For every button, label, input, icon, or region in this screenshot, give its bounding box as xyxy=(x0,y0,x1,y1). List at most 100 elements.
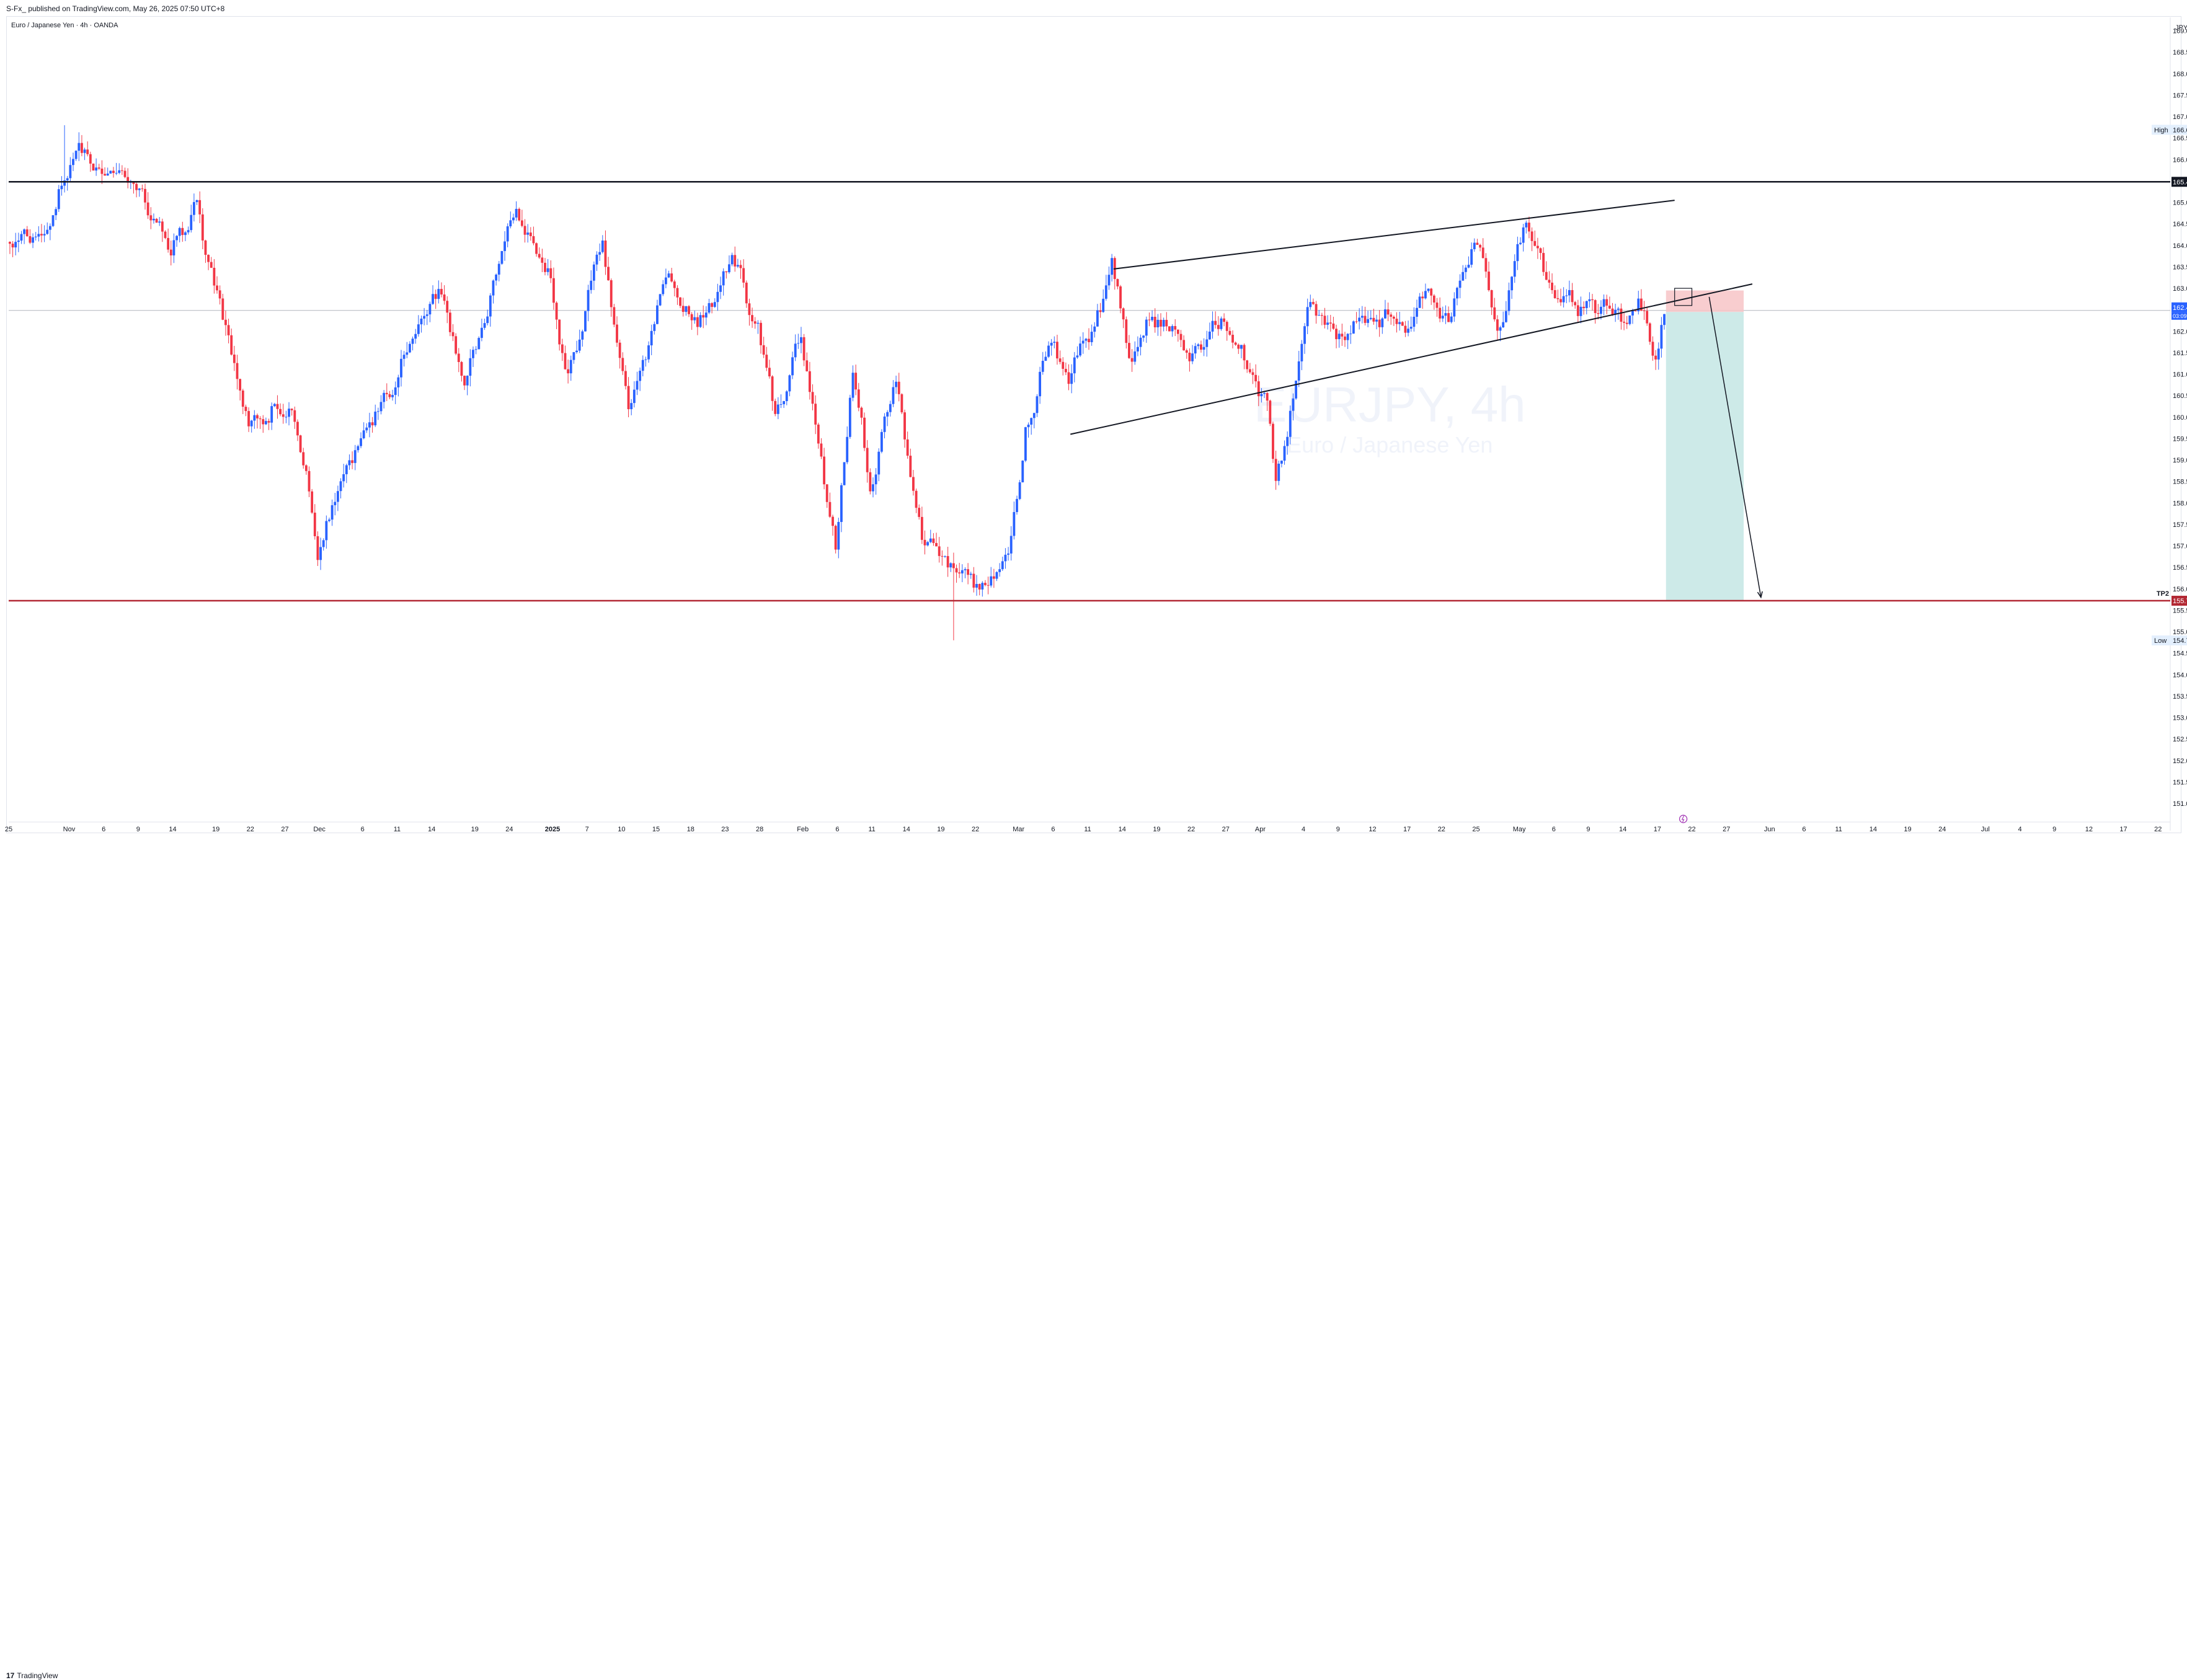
candle-body xyxy=(624,371,627,386)
candle-body xyxy=(161,221,164,232)
candle-body xyxy=(1128,343,1130,358)
candle-body xyxy=(1390,314,1393,317)
candle-body xyxy=(621,358,624,371)
projection-arrow-line[interactable] xyxy=(1708,296,1762,598)
candle-body xyxy=(832,516,834,526)
candle-body xyxy=(748,303,751,316)
candle-body xyxy=(892,387,895,404)
x-tick-label: 4 xyxy=(2018,826,2021,833)
chart-canvas[interactable]: EURJPY, 4h Euro / Japanese Yen 169.00016… xyxy=(0,0,2187,849)
candle-body xyxy=(520,220,523,226)
candle-body xyxy=(1315,304,1318,316)
candle-body xyxy=(293,410,296,422)
candle-body xyxy=(990,576,993,586)
candle-body xyxy=(474,349,477,350)
candle-body xyxy=(330,505,334,520)
x-tick-label: 17 xyxy=(2119,826,2127,833)
entry-marker-box[interactable] xyxy=(1674,288,1693,306)
candle-body xyxy=(518,208,521,221)
candle-body xyxy=(915,490,918,508)
candle-body xyxy=(627,386,630,410)
candle-body xyxy=(210,262,213,268)
candle-body xyxy=(662,284,665,294)
candle-body xyxy=(967,569,970,575)
tp-price-label-bg xyxy=(2171,596,2187,606)
y-tick-label: 153.000 xyxy=(2173,715,2187,722)
candle-body xyxy=(218,290,221,299)
profit-zone[interactable] xyxy=(1666,312,1744,601)
candle-body xyxy=(613,307,616,325)
y-tick-label: 169.000 xyxy=(2173,28,2187,35)
candle-body xyxy=(1625,322,1628,324)
candle-body xyxy=(960,570,964,573)
candle-body xyxy=(1416,307,1418,317)
channel-upper-line[interactable] xyxy=(1113,200,1675,270)
candle-body xyxy=(192,201,195,215)
candle-body xyxy=(636,381,639,390)
candle-body xyxy=(1579,306,1582,316)
candle-body xyxy=(66,178,69,181)
candle-body xyxy=(81,143,83,153)
candle-body xyxy=(1234,342,1237,345)
candle-body xyxy=(900,394,903,413)
candle-body xyxy=(872,484,874,492)
candle-body xyxy=(632,389,636,404)
candle-body xyxy=(1228,330,1231,335)
candle-body xyxy=(264,421,267,425)
candle-body xyxy=(187,230,190,232)
candle-body xyxy=(857,389,860,408)
candle-body xyxy=(1407,329,1409,333)
candle-body xyxy=(1269,400,1272,424)
candle-body xyxy=(1306,307,1309,327)
x-tick-label: 14 xyxy=(1619,826,1626,833)
candle-body xyxy=(83,149,86,153)
candle-body xyxy=(771,376,774,401)
candle-body xyxy=(1027,425,1030,428)
price-labels: 165.481 162.48403:09:52 155.722 TP2 High 166.… xyxy=(2152,125,2187,646)
candle-body xyxy=(1168,326,1171,332)
candle-body xyxy=(702,315,705,318)
candle-body xyxy=(546,268,549,272)
candle-body xyxy=(825,484,828,502)
candle-body xyxy=(1528,223,1530,232)
candle-body xyxy=(1432,295,1435,303)
candle-body xyxy=(1352,321,1355,334)
candle-body xyxy=(1231,334,1234,343)
candle-body xyxy=(1522,227,1525,243)
candle-body xyxy=(383,392,386,402)
candle-body xyxy=(1507,290,1510,311)
candle-body xyxy=(213,267,216,286)
candle-body xyxy=(1081,340,1085,344)
candle-body xyxy=(1162,320,1165,327)
y-tick-label: 152.500 xyxy=(2173,736,2187,743)
candle-body xyxy=(1016,498,1018,512)
y-tick-label: 151.500 xyxy=(2173,779,2187,786)
candle-body xyxy=(1450,316,1453,322)
x-tick-label: 9 xyxy=(1586,826,1590,833)
candle-body xyxy=(1197,344,1200,347)
candle-body xyxy=(1217,325,1220,329)
candle-body xyxy=(760,322,762,345)
candle-body xyxy=(37,234,40,237)
candle-body xyxy=(1447,313,1450,322)
event-flash-icon[interactable] xyxy=(1679,815,1688,823)
x-tick-label: 23 xyxy=(721,826,729,833)
candle-body xyxy=(118,170,121,173)
y-tick-label: 163.500 xyxy=(2173,263,2187,271)
candle-body xyxy=(992,576,995,579)
candle-body xyxy=(1260,394,1263,397)
x-tick-label: 9 xyxy=(2052,826,2056,833)
candle-body xyxy=(1539,248,1542,254)
candle-body xyxy=(282,414,285,417)
candle-body xyxy=(681,306,685,312)
channel-lower-line[interactable] xyxy=(1070,283,1753,435)
candle-body xyxy=(1047,345,1050,357)
candle-body xyxy=(1254,374,1258,382)
candle-body xyxy=(469,358,472,376)
candle-body xyxy=(72,159,74,166)
candle-body xyxy=(558,319,561,345)
candle-body xyxy=(567,369,570,374)
candle-body xyxy=(783,401,786,405)
risk-zone[interactable] xyxy=(1666,290,1744,312)
candle-body xyxy=(650,330,653,346)
